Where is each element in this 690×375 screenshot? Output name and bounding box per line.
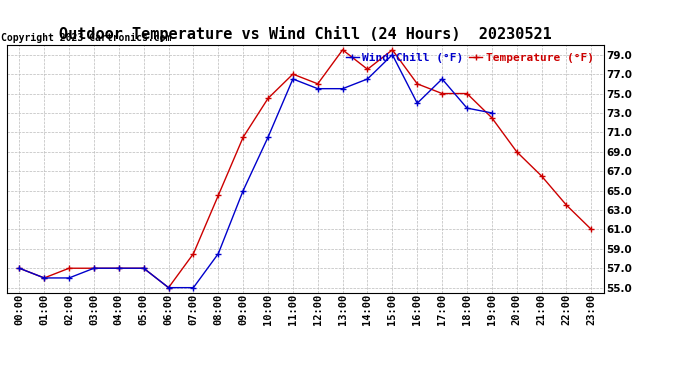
Title: Outdoor Temperature vs Wind Chill (24 Hours)  20230521: Outdoor Temperature vs Wind Chill (24 Ho… <box>59 27 552 42</box>
Text: Copyright 2023 Cartronics.com: Copyright 2023 Cartronics.com <box>1 33 171 42</box>
Legend: Wind Chill (°F), Temperature (°F): Wind Chill (°F), Temperature (°F) <box>341 48 598 67</box>
